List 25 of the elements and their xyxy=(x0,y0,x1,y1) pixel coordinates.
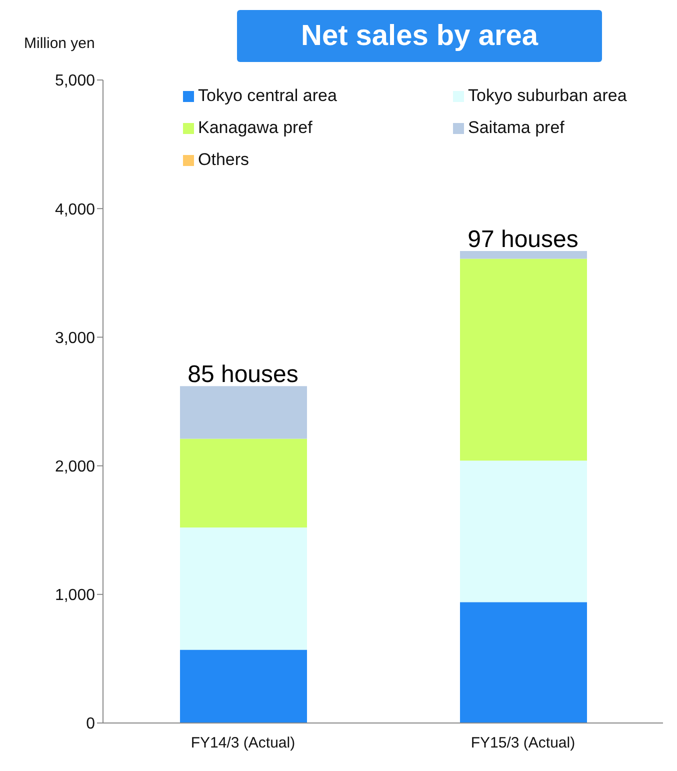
y-tick-label: 1,000 xyxy=(54,587,96,604)
bar xyxy=(180,528,307,650)
bar xyxy=(460,460,587,602)
annotation: 85 houses xyxy=(188,361,298,388)
legend-label: Saitama pref xyxy=(468,118,564,138)
bar xyxy=(460,258,587,461)
legend-label: Others xyxy=(198,150,250,170)
y-tick-label: 3,000 xyxy=(54,330,96,347)
bar xyxy=(180,650,307,723)
legend-label: Tokyo suburban area xyxy=(468,86,627,106)
legend-label: Tokyo central area xyxy=(198,86,337,106)
bar xyxy=(180,438,307,528)
bar xyxy=(460,602,587,723)
y-tick-label: 0 xyxy=(86,716,96,733)
bar xyxy=(460,251,587,259)
y-tick-label: 4,000 xyxy=(54,201,96,218)
bar xyxy=(180,386,307,439)
x-tick-label: FY14/3 (Actual) xyxy=(190,734,296,752)
text: Million yen xyxy=(24,35,95,52)
annotation: 97 houses xyxy=(468,226,578,254)
x-tick-label: FY15/3 (Actual) xyxy=(470,734,576,752)
y-tick-label: 5,000 xyxy=(54,72,96,90)
legend-label: Kanagawa pref xyxy=(198,118,312,138)
y-tick-label: 2,000 xyxy=(54,458,96,476)
chart-title: Net sales by area xyxy=(237,10,602,62)
